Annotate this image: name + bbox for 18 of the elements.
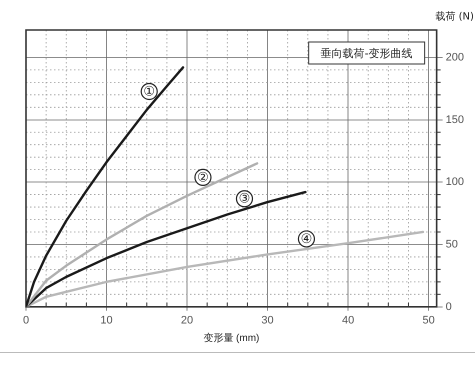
x-tick-label: 20 (180, 314, 194, 326)
x-tick-label: 50 (422, 314, 435, 326)
annotation: 垂向载荷-变形曲线 (320, 46, 413, 60)
y-tick-label: 100 (446, 176, 464, 188)
x-axis-title: 变形量 (mm) (203, 332, 260, 344)
y-tick-label: 200 (446, 51, 464, 64)
x-tick-label: 0 (22, 314, 30, 326)
x-tick-label: 10 (100, 314, 113, 326)
series-label: ① (143, 84, 156, 100)
series-label: ③ (238, 192, 250, 207)
y-axis-title: 载荷 (N) (435, 10, 474, 23)
y-tick-label: 0 (446, 300, 452, 313)
y-tick-label: 150 (446, 114, 464, 126)
x-tick-label: 40 (342, 314, 354, 326)
y-tick-label: 50 (446, 238, 458, 250)
x-tick-label: 30 (261, 314, 274, 326)
series-label: ④ (300, 232, 312, 247)
series-label: ② (197, 170, 209, 186)
